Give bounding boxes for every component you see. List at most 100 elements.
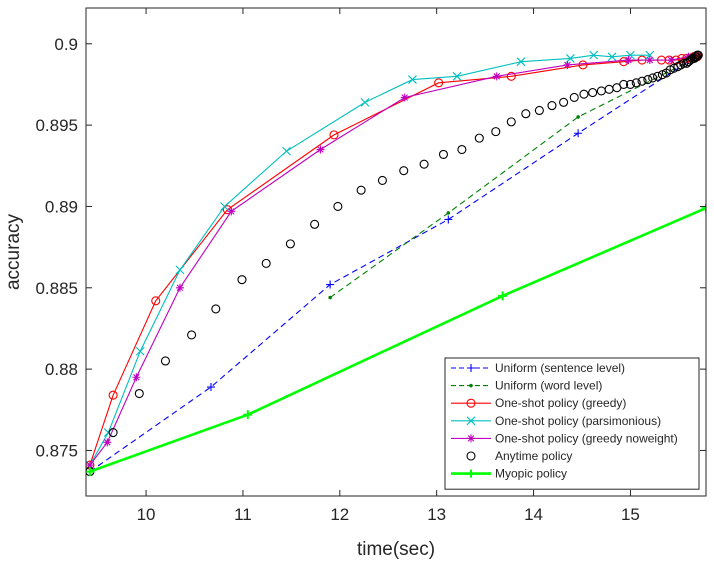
data-point-one-shot-policy-parsimonious (408, 75, 417, 84)
data-point-uniform-sentence-level (444, 215, 453, 224)
data-point-one-shot-policy-greedy-noweight (132, 373, 141, 382)
y-tick-label: 0.89 (45, 197, 78, 216)
data-point-anytime-policy (285, 239, 295, 249)
data-point-uniform-word-level (576, 115, 580, 119)
y-tick-label: 0.9 (54, 35, 78, 54)
data-point-myopic-policy (243, 410, 253, 420)
data-point-anytime-policy (474, 133, 484, 143)
series-layer (86, 50, 706, 477)
data-point-one-shot-policy-greedy (329, 130, 339, 140)
data-point-uniform-word-level (446, 211, 451, 215)
legend-marker-myopic-policy (467, 469, 475, 478)
data-point-one-shot-policy-greedy-noweight (492, 72, 501, 81)
x-tick-label: 11 (234, 505, 252, 524)
data-point-one-shot-policy-greedy-noweight (316, 145, 325, 154)
data-point-one-shot-policy-greedy-noweight (227, 207, 236, 216)
data-point-one-shot-policy-parsimonious (589, 50, 599, 60)
data-point-one-shot-policy-greedy (434, 78, 444, 88)
data-point-myopic-policy (701, 203, 706, 213)
data-point-one-shot-policy-parsimonious (360, 97, 370, 107)
legend: Uniform (sentence level) Uniform (word le… (444, 357, 700, 490)
data-point-one-shot-policy-parsimonious (516, 57, 526, 67)
x-tick-label: 13 (427, 505, 446, 524)
data-point-anytime-policy (134, 388, 144, 399)
data-point-anytime-policy (588, 88, 598, 98)
data-point-one-shot-policy-parsimonious (452, 71, 462, 81)
data-point-anytime-policy (310, 219, 320, 229)
y-tick-label: 0.895 (35, 116, 78, 135)
data-point-uniform-sentence-level (326, 280, 335, 289)
series-anytime-policy (86, 50, 703, 477)
data-point-one-shot-policy-greedy-noweight (645, 56, 654, 65)
legend-marker-uniform-sentence-level (467, 364, 475, 372)
legend-label-uniform-sentence-level: Uniform (sentence level) (495, 361, 625, 375)
data-point-one-shot-policy-parsimonious (626, 50, 635, 60)
data-point-anytime-policy (579, 89, 589, 99)
data-point-anytime-policy (506, 117, 516, 127)
data-point-anytime-policy (187, 330, 197, 340)
data-point-anytime-policy (637, 76, 647, 86)
data-point-anytime-policy (521, 109, 531, 119)
data-point-uniform-sentence-level (206, 383, 215, 392)
data-point-anytime-policy (653, 71, 663, 81)
data-point-anytime-policy (648, 73, 658, 83)
series-myopic-policy (86, 203, 706, 477)
x-tick-label: 14 (524, 505, 543, 524)
data-point-anytime-policy (547, 101, 557, 111)
data-point-one-shot-policy-greedy-noweight (624, 56, 633, 65)
legend-label-one-shot-policy-greedy-noweight: One-shot policy (greedy noweight) (495, 431, 678, 445)
x-axis-label: time(sec) (357, 539, 435, 560)
legend-entry-one-shot-policy-parsimonious: One-shot policy (parsimonious) (451, 414, 661, 428)
data-point-one-shot-policy-greedy-noweight (667, 56, 676, 65)
series-line-myopic-policy (89, 206, 706, 473)
x-tick-label: 10 (137, 505, 156, 524)
legend-label-one-shot-policy-greedy: One-shot policy (greedy) (495, 396, 626, 410)
data-point-anytime-policy (333, 201, 343, 212)
legend-entry-uniform-word-level: Uniform (word level) (451, 379, 602, 393)
data-point-anytime-policy (377, 175, 387, 185)
legend-label-uniform-word-level: Uniform (word level) (495, 379, 602, 393)
x-tick-label: 15 (621, 505, 640, 524)
axes-box (85, 7, 707, 497)
data-point-one-shot-policy-greedy (151, 296, 161, 306)
legend-box (444, 357, 700, 490)
data-point-one-shot-policy-parsimonious (282, 146, 291, 156)
axes-layer: 10 11 12 13 14 15 0.875 0.88 0.885 0.89 0.895 0.9 ti… (3, 7, 707, 560)
legend-entry-myopic-policy: Myopic policy (451, 467, 567, 481)
data-point-one-shot-policy-greedy (619, 57, 629, 67)
data-point-one-shot-policy-parsimonious (607, 52, 617, 62)
data-point-anytime-policy (569, 92, 579, 103)
data-point-anytime-policy (356, 185, 366, 195)
data-point-anytime-policy (643, 75, 653, 85)
legend-marker-anytime-policy (466, 451, 476, 461)
data-point-anytime-policy (619, 79, 629, 90)
data-point-anytime-policy (419, 159, 429, 169)
data-point-anytime-policy (491, 127, 501, 137)
data-point-anytime-policy (693, 50, 703, 60)
legend-label-anytime-policy: Anytime policy (495, 449, 572, 463)
y-tick-label: 0.88 (45, 360, 78, 379)
data-point-one-shot-policy-greedy-noweight (103, 438, 112, 447)
data-point-one-shot-policy-greedy (108, 390, 118, 400)
data-point-anytime-policy (631, 78, 641, 88)
data-point-anytime-policy (237, 275, 247, 285)
legend-entry-one-shot-policy-greedy-noweight: One-shot policy (greedy noweight) (451, 431, 678, 445)
data-point-one-shot-policy-parsimonious (135, 346, 145, 356)
data-point-one-shot-policy-greedy-noweight (400, 93, 409, 102)
legend-label-myopic-policy: Myopic policy (495, 467, 567, 481)
data-point-anytime-policy (559, 97, 569, 107)
legend-entry-one-shot-policy-greedy: One-shot policy (greedy) (451, 396, 626, 410)
legend-entry-anytime-policy: Anytime policy (466, 449, 572, 463)
data-point-one-shot-policy-greedy (578, 60, 588, 70)
legend-marker-uniform-word-level (469, 383, 473, 388)
data-point-anytime-policy (625, 79, 635, 90)
x-tick-label: 12 (330, 505, 349, 524)
legend-label-one-shot-policy-parsimonious: One-shot policy (parsimonious) (495, 414, 661, 428)
data-point-one-shot-policy-parsimonious (175, 265, 185, 275)
data-point-uniform-sentence-level (574, 129, 583, 138)
data-point-anytime-policy (399, 166, 409, 176)
data-point-myopic-policy (86, 467, 95, 477)
data-point-anytime-policy (457, 144, 467, 155)
data-point-one-shot-policy-greedy-noweight (86, 461, 94, 470)
